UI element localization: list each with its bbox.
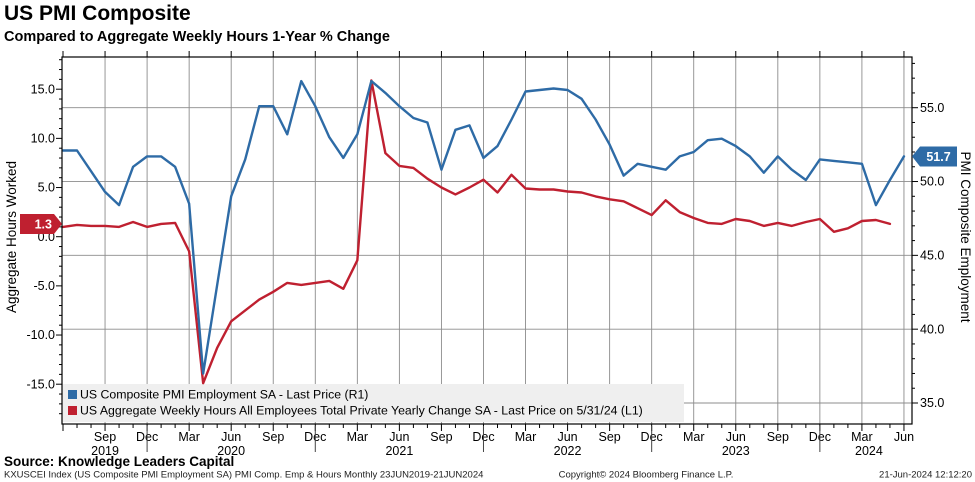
svg-text:Mar: Mar <box>683 430 705 444</box>
legend-swatch-blue <box>68 390 77 399</box>
svg-text:-10.0: -10.0 <box>27 328 56 342</box>
svg-text:Jun: Jun <box>389 430 409 444</box>
red-badge-value: 1.3 <box>35 217 52 231</box>
last-price-badge-left: 1.3 <box>20 214 62 234</box>
page-subtitle: Compared to Aggregate Weekly Hours 1-Yea… <box>4 29 390 45</box>
blue-badge-shape <box>912 146 957 167</box>
svg-text:35.0: 35.0 <box>920 396 944 410</box>
svg-text:5.0: 5.0 <box>38 181 55 195</box>
gridlines <box>62 57 912 424</box>
svg-text:Mar: Mar <box>851 430 873 444</box>
page-title: US PMI Composite <box>4 2 191 25</box>
svg-text:2024: 2024 <box>855 444 883 458</box>
svg-text:2021: 2021 <box>385 444 413 458</box>
axes-and-ticks: 15.010.05.00.0-5.0-10.0-15.055.050.045.0… <box>27 51 944 458</box>
legend-label-pmi: US Composite PMI Employment SA - Last Pr… <box>80 388 368 402</box>
data-series-lines <box>61 79 906 385</box>
security-description: KXUSCEI Index (US Composite PMI Employme… <box>4 470 483 481</box>
svg-text:2023: 2023 <box>722 444 750 458</box>
red-badge-shape <box>20 214 62 234</box>
svg-text:Jun: Jun <box>726 430 746 444</box>
svg-text:-5.0: -5.0 <box>33 279 55 293</box>
legend-item-hours[interactable]: US Aggregate Weekly Hours All Employees … <box>68 404 643 418</box>
svg-text:15.0: 15.0 <box>31 82 55 96</box>
timestamp: 21-Jun-2024 12:12:20 <box>879 470 972 481</box>
svg-text:Sep: Sep <box>430 430 452 444</box>
svg-text:Jun: Jun <box>894 430 914 444</box>
left-axis-title: Aggregate Hours Worked <box>4 161 19 313</box>
legend-label-hours: US Aggregate Weekly Hours All Employees … <box>80 404 643 418</box>
svg-text:Sep: Sep <box>262 430 284 444</box>
svg-text:45.0: 45.0 <box>920 249 944 263</box>
svg-text:2022: 2022 <box>554 444 582 458</box>
svg-text:55.0: 55.0 <box>920 101 944 115</box>
legend-box <box>62 384 684 422</box>
legend-swatch-red <box>68 406 77 415</box>
last-price-badge-right: 51.7 <box>912 146 957 167</box>
svg-text:2020: 2020 <box>217 444 245 458</box>
right-axis-title: PMI Composite Employment <box>958 151 973 322</box>
blue-badge-value: 51.7 <box>926 150 950 164</box>
svg-text:Mar: Mar <box>178 430 200 444</box>
svg-text:Sep: Sep <box>598 430 620 444</box>
svg-text:Mar: Mar <box>515 430 537 444</box>
svg-text:Sep: Sep <box>94 430 116 444</box>
legend-item-pmi[interactable]: US Composite PMI Employment SA - Last Pr… <box>68 388 368 402</box>
svg-text:2019: 2019 <box>91 444 119 458</box>
legend: US Composite PMI Employment SA - Last Pr… <box>68 388 643 418</box>
svg-text:40.0: 40.0 <box>920 322 944 336</box>
svg-text:Jun: Jun <box>221 430 241 444</box>
svg-text:Jun: Jun <box>557 430 577 444</box>
source-credit: Source: Knowledge Leaders Capital <box>4 454 234 469</box>
svg-text:-15.0: -15.0 <box>27 377 56 391</box>
svg-text:Sep: Sep <box>767 430 789 444</box>
svg-text:10.0: 10.0 <box>31 132 55 146</box>
plot-border <box>61 56 913 425</box>
svg-text:Mar: Mar <box>347 430 369 444</box>
svg-text:50.0: 50.0 <box>920 175 944 189</box>
copyright-notice: Copyright© 2024 Bloomberg Finance L.P. <box>559 470 734 481</box>
